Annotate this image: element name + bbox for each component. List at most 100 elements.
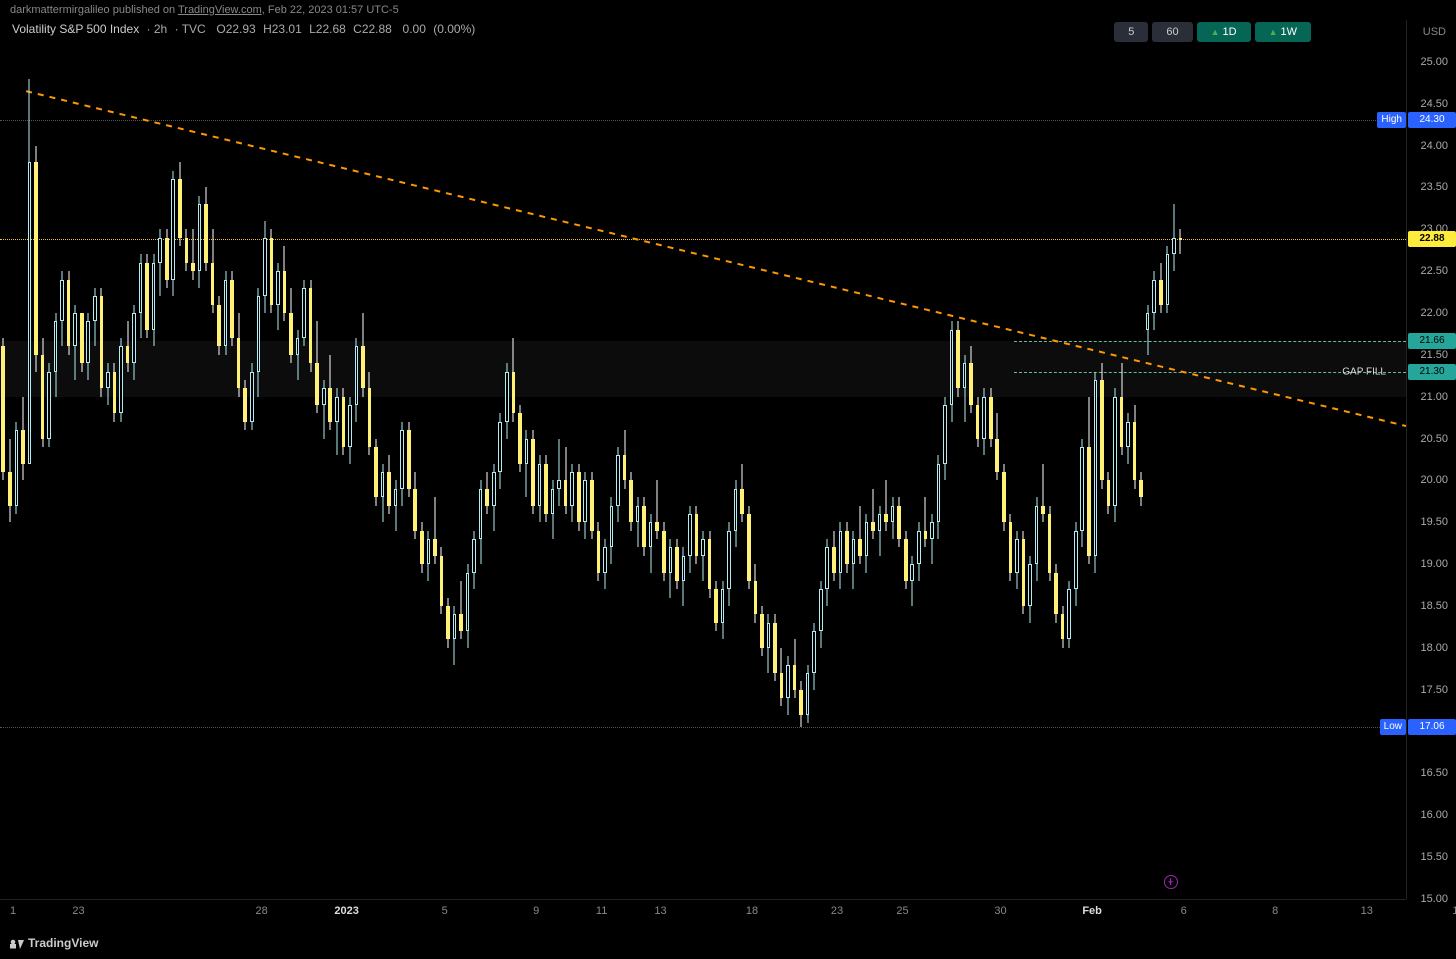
candle	[394, 20, 398, 899]
candle	[178, 20, 182, 899]
candle	[126, 20, 130, 899]
candle	[740, 20, 744, 899]
price-marker-high: 24.30	[1408, 112, 1456, 128]
time-tick: 28	[255, 905, 267, 917]
candle	[852, 20, 856, 899]
candle	[564, 20, 568, 899]
candle	[773, 20, 777, 899]
publish-header: darkmattermirgalileo published on Tradin…	[0, 0, 1456, 20]
candle	[754, 20, 758, 899]
currency-label: USD	[1423, 26, 1446, 38]
candle	[819, 20, 823, 899]
ohlc-low: 22.68	[316, 22, 346, 36]
price-tick: 16.00	[1420, 809, 1448, 821]
candle	[342, 20, 346, 899]
candle	[93, 20, 97, 899]
candle	[283, 20, 287, 899]
price-tick: 22.00	[1420, 307, 1448, 319]
candle	[119, 20, 123, 899]
time-tick: 9	[533, 905, 539, 917]
price-marker-cur: 22.88	[1408, 231, 1456, 247]
candle	[629, 20, 633, 899]
candle	[1041, 20, 1045, 899]
candle	[1094, 20, 1098, 899]
candle	[682, 20, 686, 899]
price-tick: 19.50	[1420, 516, 1448, 528]
candle	[1002, 20, 1006, 899]
price-marker-low: 17.06	[1408, 719, 1456, 735]
candle	[623, 20, 627, 899]
candle	[230, 20, 234, 899]
symbol-name[interactable]: Volatility S&P 500 Index	[12, 22, 139, 36]
candle	[734, 20, 738, 899]
candle	[1074, 20, 1078, 899]
candle	[767, 20, 771, 899]
timeframe-button-1D[interactable]: ▲1D	[1197, 22, 1251, 42]
earnings-icon[interactable]	[1164, 875, 1178, 889]
candle	[512, 20, 516, 899]
candle	[701, 20, 705, 899]
candle	[878, 20, 882, 899]
candle	[793, 20, 797, 899]
candle	[413, 20, 417, 899]
candle	[1146, 20, 1150, 899]
candle	[577, 20, 581, 899]
candle	[420, 20, 424, 899]
candle	[982, 20, 986, 899]
candle	[570, 20, 574, 899]
candle	[1080, 20, 1084, 899]
price-marker-tag-low: Low	[1380, 719, 1406, 735]
timeframe-button-1W[interactable]: ▲1W	[1255, 22, 1311, 42]
candle	[492, 20, 496, 899]
time-tick: 25	[896, 905, 908, 917]
candle	[400, 20, 404, 899]
candle	[930, 20, 934, 899]
time-tick: 1	[10, 905, 16, 917]
candle	[976, 20, 980, 899]
candle	[669, 20, 673, 899]
candle	[165, 20, 169, 899]
candle	[446, 20, 450, 899]
candle	[335, 20, 339, 899]
candle	[1133, 20, 1137, 899]
ohlc-open: 22.93	[226, 22, 256, 36]
candle	[649, 20, 653, 899]
ohlc-close: 22.88	[362, 22, 392, 36]
price-tick: 21.50	[1420, 349, 1448, 361]
candle	[884, 20, 888, 899]
candle	[675, 20, 679, 899]
chart-plot[interactable]: GAP FILL	[0, 20, 1406, 899]
candle	[185, 20, 189, 899]
candle	[381, 20, 385, 899]
candle	[309, 20, 313, 899]
candle	[15, 20, 19, 899]
timeframe-button-5[interactable]: 5	[1114, 22, 1148, 42]
candle	[498, 20, 502, 899]
candle	[47, 20, 51, 899]
price-axis[interactable]: USD 25.0024.5024.0023.5023.0022.5022.002…	[1406, 20, 1456, 899]
candle	[1028, 20, 1032, 899]
candle	[8, 20, 12, 899]
candle	[34, 20, 38, 899]
candle	[695, 20, 699, 899]
brand-name[interactable]: TradingView	[28, 936, 98, 950]
candle	[963, 20, 967, 899]
candle	[780, 20, 784, 899]
candle	[328, 20, 332, 899]
time-axis[interactable]: 12328202359111318232530Feb681315172227M	[0, 899, 1406, 927]
candle	[897, 20, 901, 899]
candle	[727, 20, 731, 899]
candle	[1179, 20, 1183, 899]
candle	[67, 20, 71, 899]
candle	[1120, 20, 1124, 899]
candle	[1100, 20, 1104, 899]
price-tick: 23.50	[1420, 181, 1448, 193]
timeframe-buttons: 560▲1D▲1W	[1114, 22, 1311, 42]
price-tick: 19.00	[1420, 558, 1448, 570]
candle	[662, 20, 666, 899]
candle	[904, 20, 908, 899]
candle	[433, 20, 437, 899]
exchange: TVC	[182, 22, 206, 36]
timeframe-button-60[interactable]: 60	[1152, 22, 1192, 42]
site-link[interactable]: TradingView.com	[178, 4, 262, 16]
